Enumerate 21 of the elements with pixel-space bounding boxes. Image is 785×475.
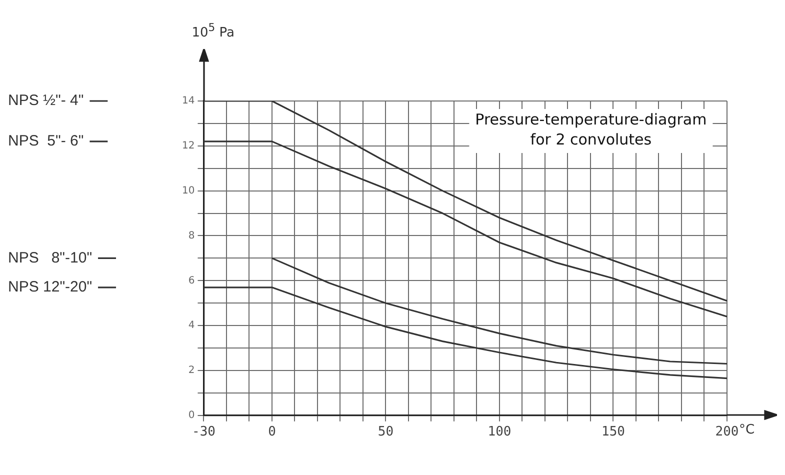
y-tick-label: 14 [182, 96, 195, 107]
y-tick-label: 4 [188, 320, 195, 332]
y-tick-label: 12 [182, 140, 195, 152]
x-tick-label: 100 [488, 424, 512, 440]
legend-label: NPS 5"- 6" [8, 132, 84, 150]
y-axis-title: 10$^{5}$ Pa [192, 21, 235, 40]
y-tick-label: 8 [188, 230, 195, 242]
legend-label: NPS 8"-10" [8, 249, 92, 266]
x-tick-label: 50 [378, 424, 394, 440]
x-axis-title: °C [739, 422, 755, 438]
x-tick-label: 0 [268, 424, 276, 440]
y-tick-label: 0 [188, 410, 195, 421]
y-tick-label: 2 [188, 365, 195, 376]
legend-label: NPS ½"- 4" [8, 92, 84, 110]
x-tick-label: 150 [602, 424, 625, 440]
legend-label: NPS 12"-20" [8, 278, 92, 296]
annotation: Pressure-temperature-diagram for 2 convolutes [475, 110, 707, 148]
x-tick-label: 200 [715, 424, 739, 440]
y-tick-label: 6 [188, 275, 195, 286]
y-tick-label: 10 [182, 185, 195, 196]
x-tick-label: -30 [192, 424, 216, 440]
